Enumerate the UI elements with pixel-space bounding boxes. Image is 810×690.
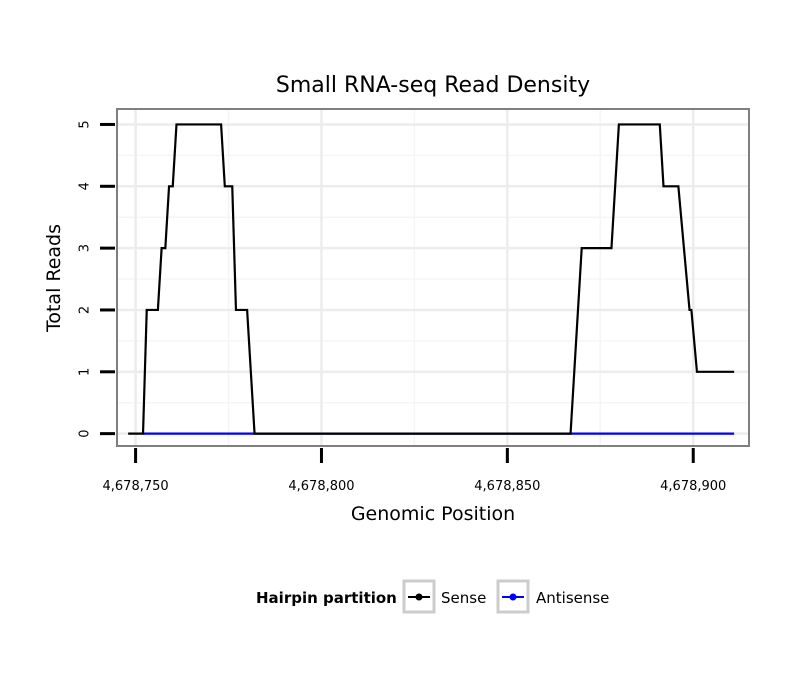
y-tick-label: 2 — [78, 306, 93, 314]
x-tick-label: 4,678,800 — [288, 479, 354, 494]
x-tick-label: 4,678,850 — [474, 479, 540, 494]
legend-title: Hairpin partition — [256, 589, 397, 607]
legend-point-antisense — [509, 593, 517, 601]
series-line-sense — [128, 123, 735, 435]
y-tick-label: 0 — [78, 429, 93, 437]
legend-label-sense: Sense — [441, 589, 486, 607]
x-tick-label: 4,678,750 — [103, 479, 169, 494]
legend-label-antisense: Antisense — [536, 589, 609, 607]
y-tick-label: 3 — [78, 244, 93, 252]
x-axis: 4,678,750 4,678,800 4,678,850 4,678,900 — [103, 448, 726, 494]
y-tick-label: 5 — [78, 120, 93, 128]
x-tick-label: 4,678,900 — [660, 479, 726, 494]
plot-border — [116, 108, 750, 447]
series-layer — [128, 123, 735, 435]
chart-title: Small RNA-seq Read Density — [276, 73, 590, 98]
y-axis-title: Total Reads — [43, 224, 65, 333]
y-tick-label: 4 — [78, 182, 93, 190]
legend-item-sense: Sense — [402, 579, 486, 614]
legend-point-sense — [415, 593, 423, 601]
legend: Hairpin partition Sense Antisense — [256, 579, 609, 614]
y-tick-label: 1 — [78, 368, 93, 376]
x-axis-title: Genomic Position — [351, 503, 515, 525]
y-axis: 0 1 2 3 4 5 — [78, 120, 115, 438]
legend-item-antisense: Antisense — [496, 579, 609, 614]
